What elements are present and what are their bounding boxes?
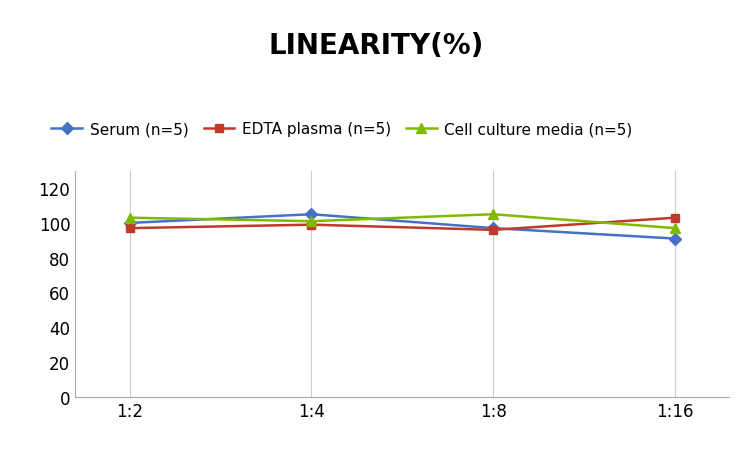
Cell culture media (n=5) [125,216,134,221]
Line: EDTA plasma (n=5): EDTA plasma (n=5) [126,214,679,235]
EDTA plasma (n=5) [307,222,316,228]
Legend: Serum (n=5), EDTA plasma (n=5), Cell culture media (n=5): Serum (n=5), EDTA plasma (n=5), Cell cul… [45,116,638,143]
Serum (n=5) [489,226,498,231]
EDTA plasma (n=5) [125,226,134,231]
Line: Cell culture media (n=5): Cell culture media (n=5) [125,210,680,234]
Cell culture media (n=5) [671,226,680,231]
Cell culture media (n=5) [489,212,498,217]
Text: LINEARITY(%): LINEARITY(%) [268,32,484,60]
Serum (n=5) [307,212,316,217]
Cell culture media (n=5) [307,219,316,225]
EDTA plasma (n=5) [671,216,680,221]
EDTA plasma (n=5) [489,228,498,233]
Serum (n=5) [671,236,680,242]
Serum (n=5) [125,221,134,226]
Line: Serum (n=5): Serum (n=5) [126,211,679,243]
